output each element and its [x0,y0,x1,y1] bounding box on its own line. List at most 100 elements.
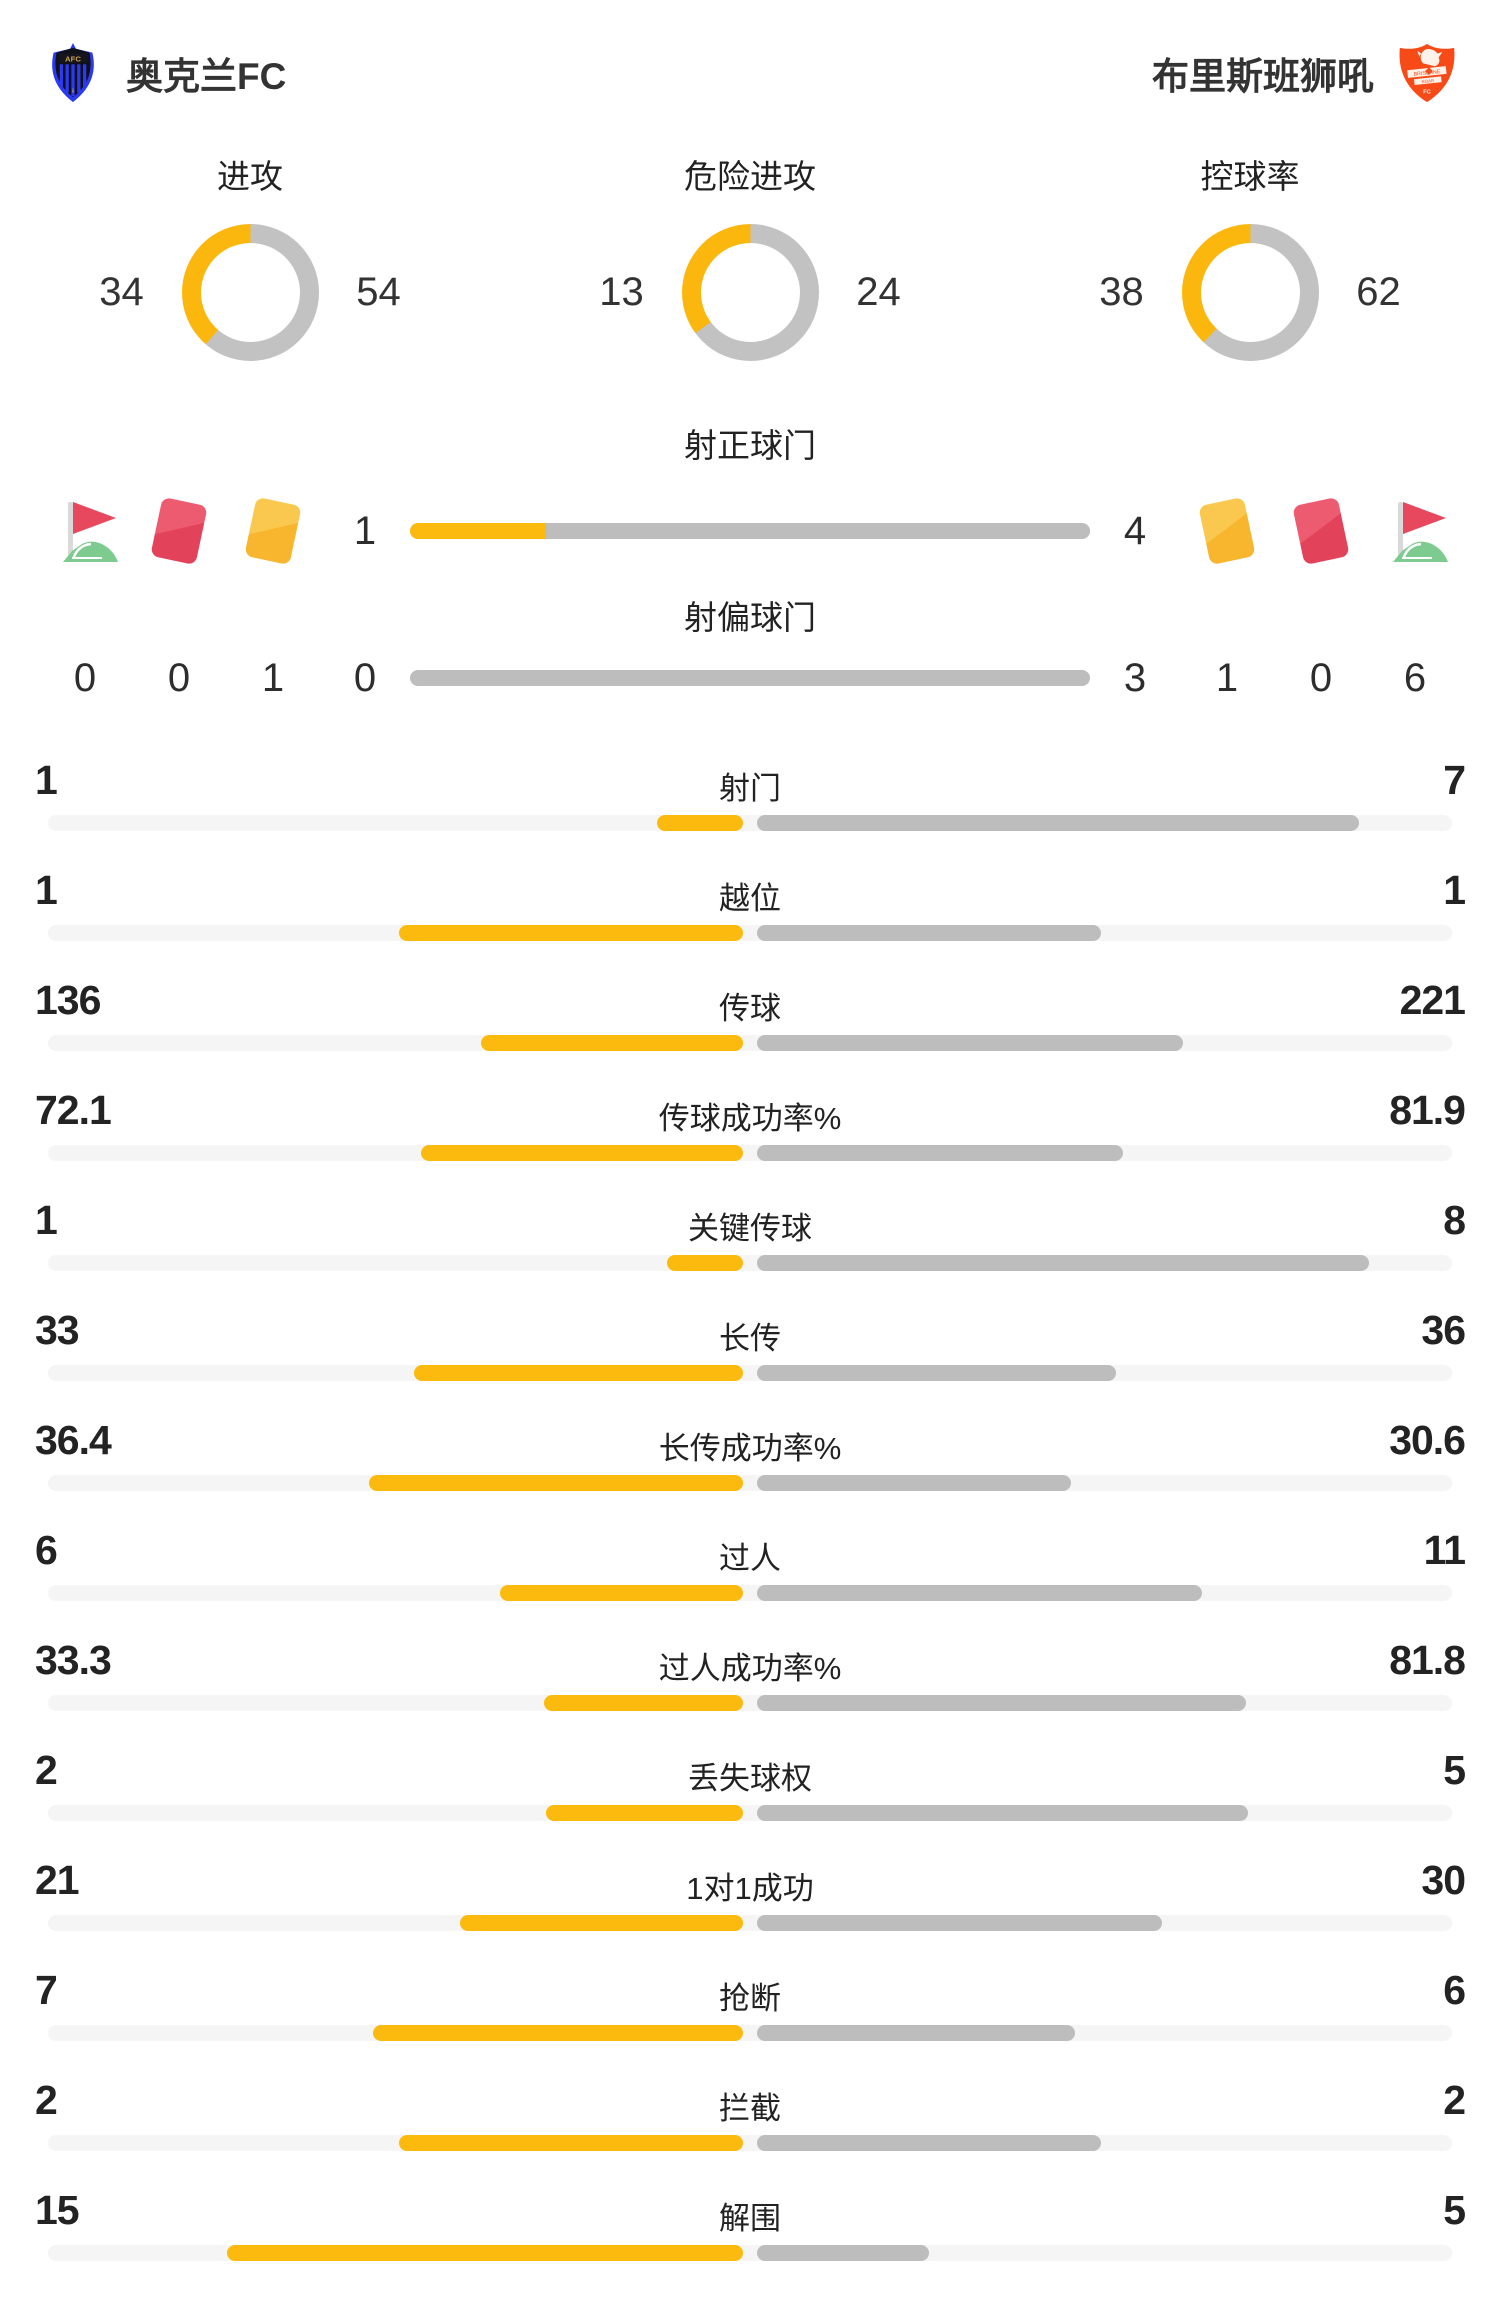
stat-bar [48,1915,1452,1931]
stat-label: 传球成功率% [658,1101,842,1136]
stat-label: 越位 [719,881,781,916]
stat-label: 射门 [719,771,781,806]
donut-dangerous-attack-away-value: 24 [856,270,901,314]
shots-off-target-home-value: 0 [353,655,377,700]
stat-away-value: 5 [1443,2187,1466,2233]
stat-label: 解围 [719,2201,781,2236]
shots-on-target-home-value: 1 [353,508,377,553]
corner-flag-icon [1393,502,1448,562]
stat-row-dribble-success: 33.3 过人成功率% 81.8 [35,1637,1466,1711]
away-team[interactable]: 布里斯班狮吼 BRISBANE ROAR FC [1152,42,1458,104]
shots-off-target-bar [410,670,1090,686]
stat-home-value: 2 [35,1747,58,1793]
shots-section: 射正球门 1 4 [0,419,1500,703]
stat-away-value: 221 [1399,977,1466,1023]
stat-bar [48,815,1452,831]
stat-bar [48,1695,1452,1711]
home-yellow-card-cell [226,496,320,566]
donut-attack-away-value: 54 [356,270,401,314]
discipline-icons-row: 1 4 [0,487,1500,575]
donut-possession-home-value: 38 [1099,270,1144,314]
away-team-name: 布里斯班狮吼 [1152,56,1374,97]
stat-label: 抢断 [719,1981,781,2016]
stat-away-value: 30.6 [1389,1417,1466,1463]
stat-row-possession-lost: 2 丢失球权 5 [35,1747,1466,1821]
donut-possession: 控球率 38 62 [1000,150,1500,361]
stat-home-value: 33.3 [35,1637,112,1683]
home-yellow-cards-count: 1 [261,655,285,700]
stat-home-value: 7 [35,1967,58,2013]
away-yellow-cards-count: 1 [1215,655,1239,700]
donut-possession-ring [1181,224,1319,361]
stat-row-duels-won: 21 1对1成功 30 [35,1857,1466,1931]
donut-attack-ring [181,224,319,361]
stat-bar [48,2135,1452,2151]
stat-row-long-ball-accuracy: 36.4 长传成功率% 30.6 [35,1417,1466,1491]
home-corners-count: 0 [73,655,97,700]
stat-label: 过人 [719,1541,781,1576]
stat-bar [48,925,1452,941]
svg-text:ROAR: ROAR [1421,78,1434,84]
stat-away-value: 1 [1443,867,1466,913]
stat-home-value: 1 [35,867,58,913]
stat-label: 1对1成功 [686,1871,814,1906]
stat-row-offsides: 1 越位 1 [35,867,1466,941]
donut-dangerous-attack-ring [681,224,819,361]
donut-dangerous-attack-label: 危险进攻 [684,158,816,195]
shots-off-target-title: 射偏球门 [684,599,816,636]
shots-on-target-away-value: 4 [1123,508,1147,553]
away-corner-flag-cell [1368,494,1462,568]
away-team-logo: BRISBANE ROAR FC [1399,43,1455,103]
stat-row-tackles: 7 抢断 6 [35,1967,1466,2041]
donut-attack-label: 进攻 [217,158,283,195]
stat-row-dribbles: 6 过人 11 [35,1527,1466,1601]
away-corners-count: 6 [1403,655,1427,700]
stat-row-key-passes: 1 关键传球 8 [35,1197,1466,1271]
home-team[interactable]: AFC ii 奥克兰FC [42,42,286,104]
stat-home-value: 72.1 [35,1087,112,1133]
home-red-cards-count: 0 [167,655,191,700]
stat-label: 长传成功率% [658,1431,842,1466]
stat-row-long-balls: 33 长传 36 [35,1307,1466,1381]
away-yellow-card-cell [1180,496,1274,566]
red-card-icon [1292,496,1350,566]
stat-away-value: 6 [1443,1967,1466,2013]
match-header: AFC ii 奥克兰FC 布里斯班狮吼 BRISBANE ROAR [0,0,1500,104]
home-team-logo: AFC ii [52,42,94,103]
stat-bar [48,1365,1452,1381]
shots-on-target-title: 射正球门 [684,427,816,464]
stat-row-interceptions: 2 拦截 2 [35,2077,1466,2151]
stat-bar [48,1255,1452,1271]
donut-possession-away-value: 62 [1356,270,1401,314]
stat-home-value: 1 [35,1197,58,1243]
stat-home-value: 1 [35,757,58,803]
shots-on-target-bar [410,523,1090,539]
donut-dangerous-attack-home-value: 13 [599,270,644,314]
stat-away-value: 81.9 [1389,1087,1466,1133]
stat-away-value: 2 [1443,2077,1466,2123]
stat-away-value: 11 [1423,1527,1466,1573]
stat-away-value: 30 [1421,1857,1466,1903]
stat-row-clearances: 15 解围 5 [35,2187,1466,2261]
home-corner-flag-cell [38,494,132,568]
stat-bar [48,2025,1452,2041]
shots-off-target-away-value: 3 [1123,655,1147,700]
stat-home-value: 136 [35,977,101,1023]
stat-home-value: 2 [35,2077,58,2123]
svg-text:ii: ii [72,88,75,94]
stat-away-value: 7 [1443,757,1466,803]
svg-text:FC: FC [1423,89,1432,95]
yellow-card-icon [1198,496,1256,566]
stat-label: 拦截 [719,2091,781,2126]
away-red-card-cell [1274,496,1368,566]
donut-dangerous-attack: 危险进攻 13 24 [500,150,1000,361]
stat-away-value: 81.8 [1389,1637,1466,1683]
away-red-cards-count: 0 [1309,655,1333,700]
stat-row-passes: 136 传球 221 [35,977,1466,1051]
stat-label: 传球 [719,991,781,1026]
stat-label: 关键传球 [688,1211,812,1246]
stat-home-value: 21 [35,1857,80,1903]
stat-home-value: 15 [35,2187,80,2233]
stat-bar [48,1145,1452,1161]
home-team-name: 奥克兰FC [126,56,287,97]
